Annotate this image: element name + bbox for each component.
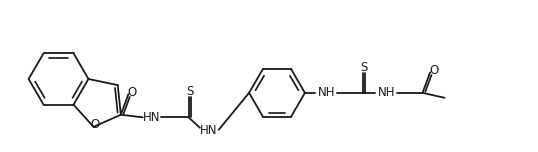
Text: O: O	[128, 86, 137, 99]
Text: O: O	[90, 118, 99, 131]
Text: NH: NH	[318, 86, 336, 99]
Text: HN: HN	[143, 111, 160, 124]
Text: NH: NH	[378, 86, 395, 99]
Text: HN: HN	[200, 124, 217, 137]
Text: S: S	[186, 85, 193, 98]
Text: S: S	[360, 61, 367, 74]
Text: O: O	[429, 64, 438, 77]
